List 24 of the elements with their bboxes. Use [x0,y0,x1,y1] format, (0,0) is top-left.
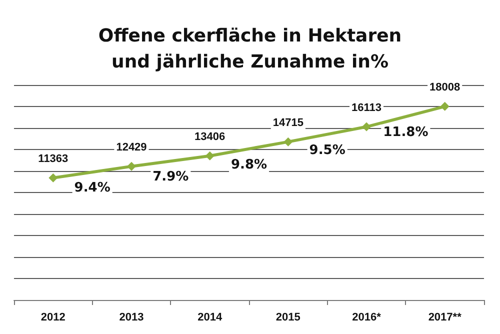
x-tick-label: 2016* [352,312,382,324]
data-label: 18008 [430,81,460,94]
x-tick-label: 2015 [276,312,300,324]
point [127,162,136,171]
x-tick-label: 2014 [198,312,223,324]
x-tick-label: 2017** [428,312,462,324]
point [48,173,58,182]
data-label: 13406 [194,130,226,143]
x-tick-label: 2013 [119,312,144,324]
point [284,137,293,146]
point [205,151,214,160]
annotation: 11.8% [383,125,428,140]
point [440,102,450,111]
annotation: 9.5% [309,142,346,158]
annotation: 7.9% [152,170,189,185]
data-label: 11363 [38,152,68,165]
data-label: 14715 [272,116,304,129]
annotation: 9.4% [74,180,110,196]
annotation: 9.8% [230,157,268,172]
data-label: 12429 [116,141,147,154]
data-label: 16113 [352,102,382,114]
chart-title: Offene ckerfläche in Hektaren und jährliche Zunahme in% [98,26,402,72]
point [362,122,371,132]
x-tick-label: 2012 [40,312,66,324]
